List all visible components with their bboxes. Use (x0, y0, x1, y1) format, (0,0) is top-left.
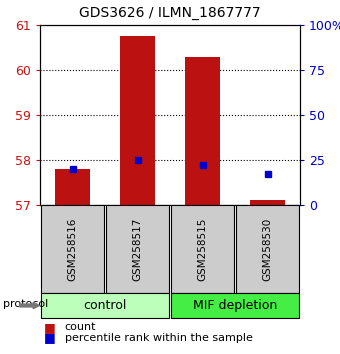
Text: ■: ■ (44, 321, 56, 334)
Bar (185, 57, 220, 205)
Text: protocol: protocol (3, 299, 49, 309)
Text: GDS3626 / ILMN_1867777: GDS3626 / ILMN_1867777 (79, 6, 261, 20)
Text: percentile rank within the sample: percentile rank within the sample (65, 333, 253, 343)
Text: MIF depletion: MIF depletion (193, 299, 277, 312)
Text: GSM258530: GSM258530 (262, 217, 272, 281)
Text: control: control (83, 299, 127, 312)
Text: count: count (65, 322, 96, 332)
Text: ■: ■ (44, 331, 56, 344)
Text: GSM258517: GSM258517 (133, 217, 142, 281)
Text: GSM258515: GSM258515 (198, 217, 207, 281)
Bar (250, 200, 285, 205)
Bar (120, 36, 155, 205)
Bar (55, 170, 90, 205)
Text: GSM258516: GSM258516 (68, 217, 78, 281)
